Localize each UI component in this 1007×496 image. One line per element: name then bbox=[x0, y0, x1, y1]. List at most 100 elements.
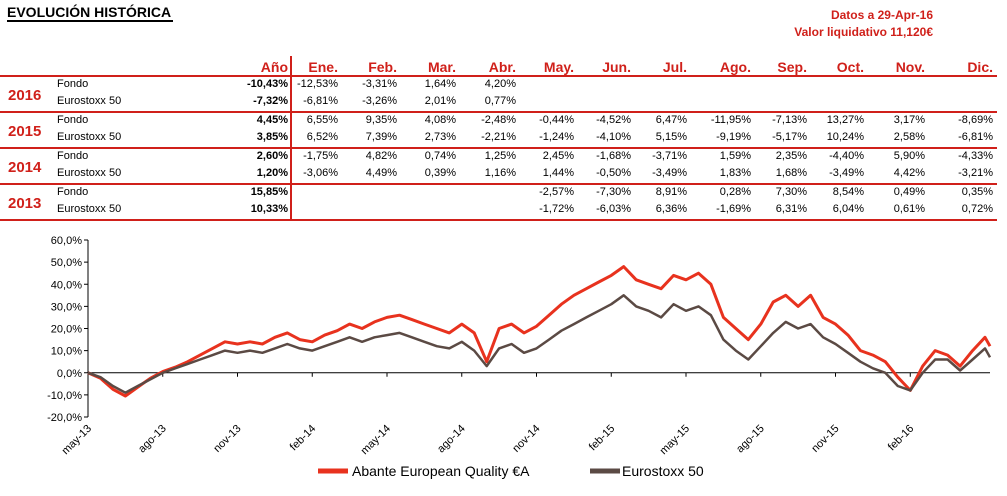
month-cell: -2,57% bbox=[539, 186, 574, 198]
month-cell: 6,04% bbox=[832, 203, 864, 215]
y-tick-label: 30,0% bbox=[51, 301, 82, 313]
month-cell: -9,19% bbox=[716, 131, 751, 143]
month-cell: -4,40% bbox=[829, 150, 864, 162]
month-cell: 4,42% bbox=[893, 167, 925, 179]
month-cell: 1,68% bbox=[775, 167, 807, 179]
column-header: Feb. bbox=[368, 59, 397, 75]
row-label: Eurostoxx 50 bbox=[57, 203, 122, 215]
row-label: Fondo bbox=[57, 114, 89, 126]
month-cell: 4,49% bbox=[365, 167, 397, 179]
month-cell: 5,15% bbox=[655, 131, 687, 143]
month-cell: -1,75% bbox=[303, 150, 338, 162]
x-tick-label: may-15 bbox=[658, 423, 692, 457]
nav-value: Valor liquidativo 11,120€ bbox=[794, 25, 933, 39]
month-cell: 7,39% bbox=[365, 131, 397, 143]
legend-label: Eurostoxx 50 bbox=[622, 463, 704, 479]
month-cell: 1,64% bbox=[424, 78, 456, 90]
month-cell: -8,69% bbox=[958, 114, 993, 126]
month-cell: 0,35% bbox=[961, 186, 993, 198]
month-cell: 2,58% bbox=[893, 131, 925, 143]
year-label: 2016 bbox=[8, 87, 42, 104]
month-cell: 2,45% bbox=[542, 150, 574, 162]
month-cell: -1,72% bbox=[539, 203, 574, 215]
month-cell: -12,53% bbox=[297, 78, 338, 90]
month-cell: 2,73% bbox=[424, 131, 456, 143]
month-cell: 13,27% bbox=[826, 114, 864, 126]
month-cell: 0,77% bbox=[484, 95, 516, 107]
table-divider bbox=[290, 56, 292, 221]
month-cell: -7,13% bbox=[772, 114, 807, 126]
month-cell: 8,54% bbox=[832, 186, 864, 198]
month-cell: -4,10% bbox=[596, 131, 631, 143]
year-block-2014: 2014 Fondo 2,60% -1,75% 4,82% 0,74% 1,25% 2,45%… bbox=[0, 149, 997, 185]
column-header: Nov. bbox=[895, 59, 925, 75]
month-cell: -7,30% bbox=[596, 186, 631, 198]
ytd-cell: 3,85% bbox=[256, 131, 288, 143]
column-header: Ene. bbox=[308, 59, 338, 75]
column-header: Ago. bbox=[719, 59, 751, 75]
month-cell: 6,47% bbox=[655, 114, 687, 126]
row-divider bbox=[0, 183, 997, 185]
month-cell: 4,82% bbox=[365, 150, 397, 162]
month-cell: -2,21% bbox=[481, 131, 516, 143]
y-tick-label: 10,0% bbox=[51, 346, 82, 358]
month-cell: -1,69% bbox=[716, 203, 751, 215]
y-tick-label: 20,0% bbox=[51, 324, 82, 336]
month-cell: 1,16% bbox=[484, 167, 516, 179]
column-header: Jun. bbox=[602, 59, 631, 75]
y-tick-label: 50,0% bbox=[51, 257, 82, 269]
month-cell: 2,01% bbox=[424, 95, 456, 107]
ytd-cell: -7,32% bbox=[253, 95, 288, 107]
chart-series bbox=[87, 265, 992, 398]
data-date: Datos a 29-Apr-16 bbox=[830, 8, 933, 22]
performance-line-chart: 60,0% 50,0% 40,0% 30,0% 20,0% 10,0% 0,0% -10,0%… bbox=[47, 235, 992, 479]
column-header: Sep. bbox=[777, 59, 807, 75]
ytd-cell: 1,20% bbox=[256, 167, 288, 179]
year-label: 2014 bbox=[8, 159, 42, 176]
column-header: Dic. bbox=[967, 59, 993, 75]
row-label: Fondo bbox=[57, 150, 89, 162]
month-cell: -1,68% bbox=[596, 150, 631, 162]
ytd-cell: 2,60% bbox=[256, 150, 288, 162]
month-cell: -11,95% bbox=[710, 114, 751, 126]
column-header: Oct. bbox=[836, 59, 864, 75]
y-tick-label: 40,0% bbox=[51, 279, 82, 291]
month-cell: -5,17% bbox=[772, 131, 807, 143]
month-cell: 10,24% bbox=[826, 131, 864, 143]
year-block-2015: 2015 Fondo 4,45% 6,55% 9,35% 4,08% -2,48% -0,44… bbox=[0, 113, 997, 149]
row-label: Eurostoxx 50 bbox=[57, 167, 122, 179]
column-header: Año bbox=[260, 59, 288, 75]
chart-legend: Abante European Quality €A Eurostoxx 50 bbox=[318, 463, 704, 479]
month-cell: 0,72% bbox=[961, 203, 993, 215]
month-cell: 1,25% bbox=[484, 150, 516, 162]
month-cell: 2,35% bbox=[775, 150, 807, 162]
ytd-cell: 4,45% bbox=[256, 114, 288, 126]
month-cell: -4,33% bbox=[958, 150, 993, 162]
row-label: Fondo bbox=[57, 78, 89, 90]
y-tick-label: 0,0% bbox=[57, 368, 82, 380]
month-cell: -3,49% bbox=[829, 167, 864, 179]
row-divider bbox=[0, 219, 997, 221]
column-header: Jul. bbox=[662, 59, 687, 75]
chart-axes: 60,0% 50,0% 40,0% 30,0% 20,0% 10,0% 0,0% -10,0%… bbox=[47, 235, 990, 457]
month-cell: 6,55% bbox=[306, 114, 338, 126]
y-tick-label: 60,0% bbox=[51, 235, 82, 247]
month-cell: -3,71% bbox=[652, 150, 687, 162]
month-cell: 6,52% bbox=[306, 131, 338, 143]
x-tick-label: ago-13 bbox=[136, 423, 169, 456]
x-tick-label: ago-15 bbox=[734, 423, 767, 456]
month-cell: -3,31% bbox=[362, 78, 397, 90]
month-cell: -4,52% bbox=[596, 114, 631, 126]
month-cell: 0,49% bbox=[893, 186, 925, 198]
month-cell: 1,59% bbox=[719, 150, 751, 162]
month-cell: -3,21% bbox=[958, 167, 993, 179]
month-cell: 7,30% bbox=[775, 186, 807, 198]
month-cell: 0,74% bbox=[424, 150, 456, 162]
column-header: May. bbox=[543, 59, 574, 75]
month-cell: -6,81% bbox=[958, 131, 993, 143]
month-cell: 9,35% bbox=[365, 114, 397, 126]
x-tick-label: feb-15 bbox=[587, 423, 618, 454]
year-label: 2013 bbox=[8, 195, 42, 212]
page-title: EVOLUCIÓN HISTÓRICA bbox=[7, 4, 174, 22]
month-cell: -2,48% bbox=[481, 114, 516, 126]
